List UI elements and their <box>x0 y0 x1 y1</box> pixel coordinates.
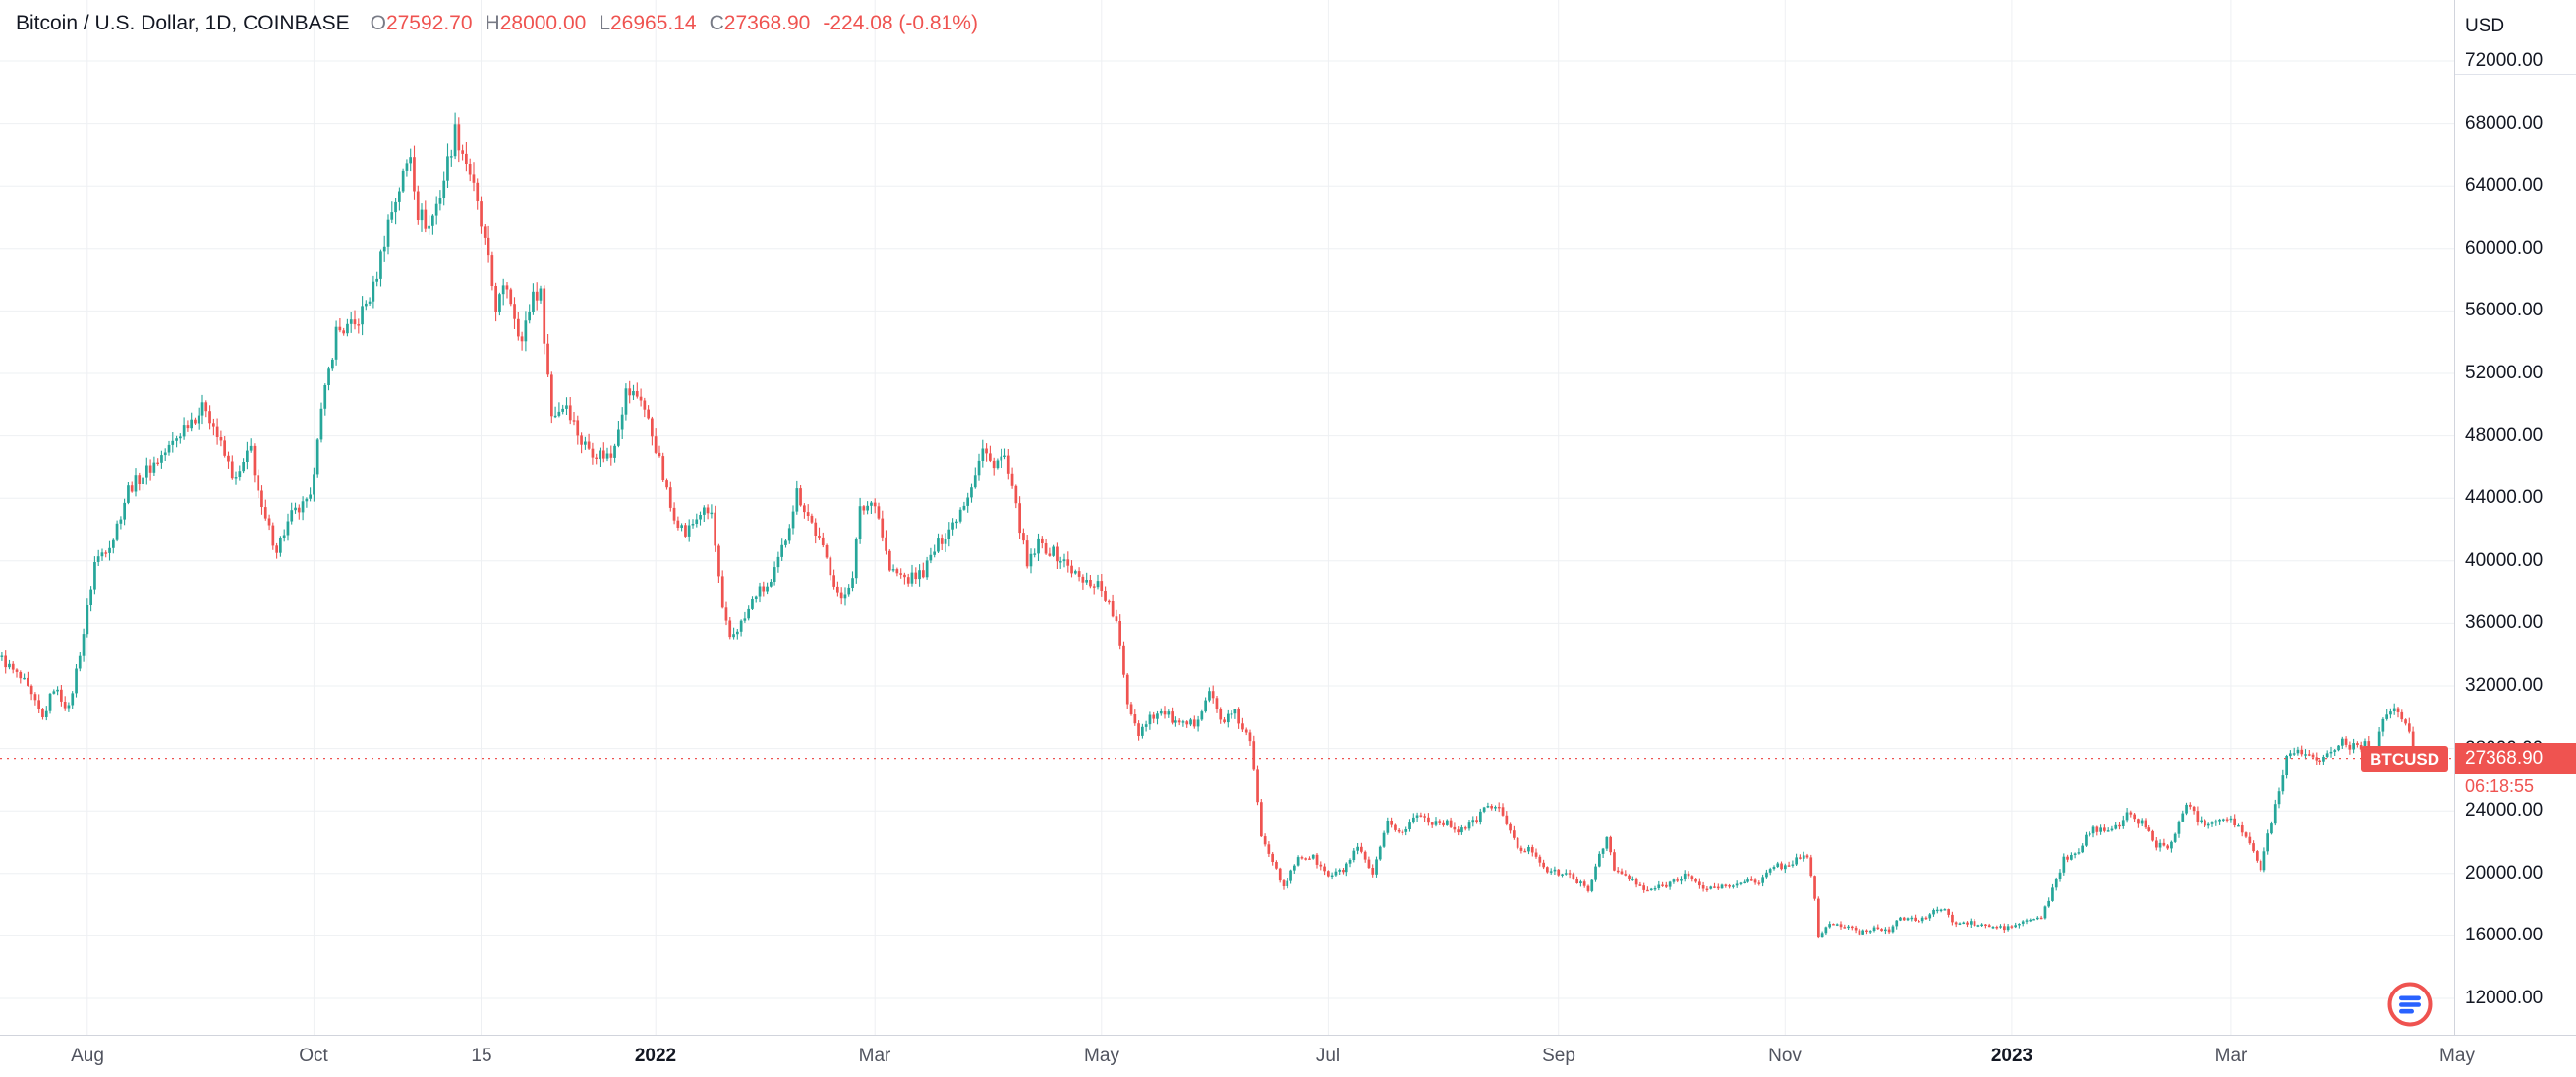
time-tick: Nov <box>1768 1046 1802 1066</box>
symbol-title[interactable]: Bitcoin / U.S. Dollar, 1D, COINBASE <box>16 12 350 34</box>
currency-label: USD <box>2455 0 2576 75</box>
price-axis[interactable]: USD 72000.00 68000.00 64000.00 60000.00 5600… <box>2454 0 2576 1035</box>
price-tick: 68000.00 <box>2465 113 2544 134</box>
time-tick: 2022 <box>634 1046 677 1066</box>
price-tick: 36000.00 <box>2465 612 2544 633</box>
time-tick: May <box>2439 1046 2475 1066</box>
bar-countdown: 06:18:55 <box>2455 774 2576 799</box>
tradingview-logo-icon <box>2387 982 2433 1027</box>
time-tick: Mar <box>2214 1046 2248 1066</box>
close-label: C <box>709 12 724 34</box>
low-value: 26965.14 <box>610 12 697 34</box>
chart-pane[interactable]: Bitcoin / U.S. Dollar, 1D, COINBASE O2759… <box>0 0 2454 1035</box>
candlestick-chart[interactable] <box>0 0 2454 1035</box>
high-value: 28000.00 <box>499 12 587 34</box>
time-tick: May <box>1084 1046 1119 1066</box>
price-tick: 64000.00 <box>2465 175 2544 196</box>
price-tick: 20000.00 <box>2465 863 2544 883</box>
price-tick: 56000.00 <box>2465 300 2544 320</box>
price-tick: 32000.00 <box>2465 675 2544 696</box>
change-value: -224.08 (-0.81%) <box>823 12 978 34</box>
time-tick: Mar <box>858 1046 891 1066</box>
price-tick: 12000.00 <box>2465 988 2544 1008</box>
time-tick: Sep <box>1542 1046 1575 1066</box>
tradingview-logo[interactable] <box>2386 981 2433 1028</box>
low-label: L <box>599 12 610 34</box>
price-tick: 72000.00 <box>2465 50 2544 71</box>
price-tick: 48000.00 <box>2465 425 2544 446</box>
open-label: O <box>370 12 386 34</box>
high-label: H <box>485 12 500 34</box>
time-tick: 2023 <box>1990 1046 2033 1066</box>
price-tick: 60000.00 <box>2465 238 2544 258</box>
price-tick: 40000.00 <box>2465 550 2544 571</box>
price-tick: 24000.00 <box>2465 800 2544 821</box>
price-tick: 44000.00 <box>2465 487 2544 508</box>
time-tick: Oct <box>299 1046 328 1066</box>
last-price-label: 27368.90 <box>2455 743 2576 774</box>
time-tick: 15 <box>471 1046 492 1066</box>
time-axis[interactable]: Aug Oct 15 2022 Mar May Jul Sep Nov 2023 Mar May <box>0 1035 2576 1077</box>
chart-legend: Bitcoin / U.S. Dollar, 1D, COINBASE O2759… <box>16 12 978 35</box>
price-tick: 16000.00 <box>2465 925 2544 945</box>
time-tick: Jul <box>1315 1046 1341 1066</box>
price-tick: 52000.00 <box>2465 363 2544 383</box>
time-tick: Aug <box>71 1046 104 1066</box>
close-value: 27368.90 <box>723 12 811 34</box>
open-value: 27592.70 <box>385 12 473 34</box>
symbol-price-tag: BTCUSD <box>2361 746 2448 772</box>
